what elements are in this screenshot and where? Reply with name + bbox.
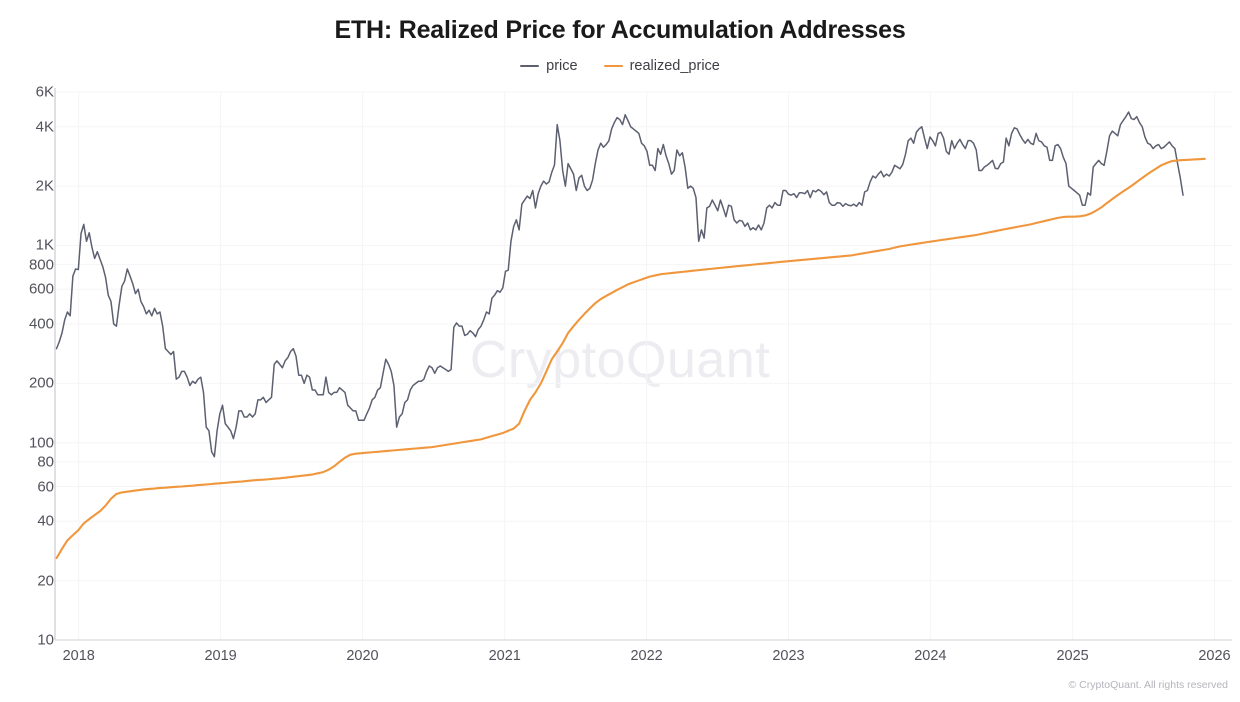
x-tick-label: 2025 xyxy=(1056,648,1089,664)
x-tick-label: 2022 xyxy=(630,648,663,664)
legend-label-realized-price: realized_price xyxy=(629,58,720,74)
y-tick-label: 800 xyxy=(28,256,54,274)
y-tick-label: 60 xyxy=(37,478,54,495)
chart-title: ETH: Realized Price for Accumulation Add… xyxy=(334,16,906,44)
copyright-notice: © CryptoQuant. All rights reserved xyxy=(1068,679,1228,691)
x-tick-label: 2026 xyxy=(1198,648,1231,664)
y-tick-label: 6K xyxy=(35,83,54,101)
y-tick-label: 4K xyxy=(35,118,54,136)
legend-label-price: price xyxy=(546,58,578,74)
legend-item-price[interactable]: price xyxy=(520,58,578,74)
y-tick-label: 200 xyxy=(28,374,54,392)
legend-swatch-realized-price xyxy=(603,64,623,68)
y-tick-label: 80 xyxy=(37,453,54,471)
y-tick-label: 1K xyxy=(35,236,54,254)
y-tick-label: 2K xyxy=(35,177,54,195)
x-tick-label: 2019 xyxy=(204,648,237,664)
y-tick-label: 100 xyxy=(28,434,54,452)
x-tick-label: 2024 xyxy=(914,648,947,664)
y-tick-label: 400 xyxy=(28,315,54,333)
y-tick-label: 40 xyxy=(37,512,54,530)
chart-legend: price realized_price xyxy=(0,58,1240,74)
y-tick-label: 600 xyxy=(28,280,54,298)
y-tick-label: 20 xyxy=(37,572,54,590)
legend-item-realized-price[interactable]: realized_price xyxy=(603,58,720,74)
x-tick-label: 2020 xyxy=(346,648,379,664)
x-tick-label: 2021 xyxy=(488,648,521,664)
x-tick-label: 2018 xyxy=(62,648,95,664)
legend-swatch-price xyxy=(520,64,540,68)
x-tick-label: 2023 xyxy=(772,648,805,664)
y-tick-label: 10 xyxy=(37,631,54,649)
